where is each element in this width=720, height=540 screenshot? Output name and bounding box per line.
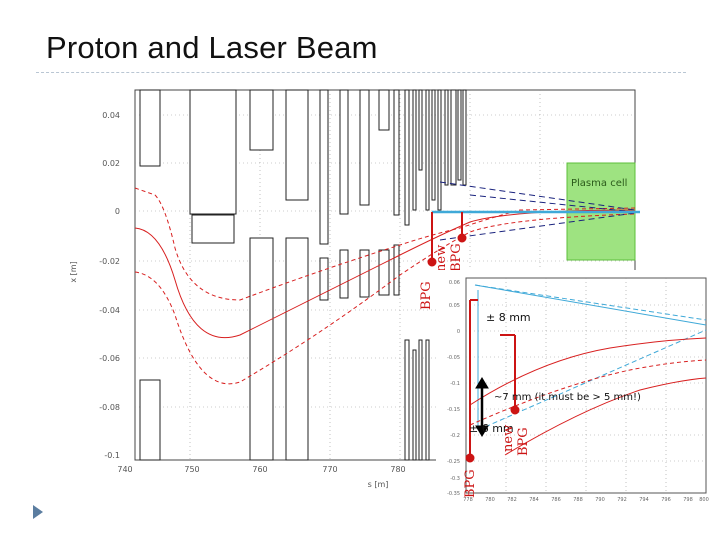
inset-xtick-10: 798 bbox=[683, 497, 693, 503]
main-plot: 0.04 0.02 0 -0.02 -0.04 -0.06 -0.08 -0.1… bbox=[69, 89, 640, 489]
inset-xtick-4: 786 bbox=[551, 497, 561, 503]
inset-xtick-5: 788 bbox=[573, 497, 583, 503]
new-bpg-label-main-2: BPG bbox=[449, 243, 464, 272]
main-ytick-1: 0.02 bbox=[102, 159, 120, 168]
inset-grid bbox=[466, 278, 706, 493]
new-bpg-label-inset-1: new bbox=[501, 425, 516, 452]
main-ytick-5: -0.06 bbox=[99, 354, 120, 363]
main-ytick-2: 0 bbox=[115, 207, 120, 216]
new-bpg-label-inset-2: BPG bbox=[516, 427, 531, 456]
inset-plot: 0.06 0.05 0 -0.05 -0.1 -0.15 -0.2 -0.25 … bbox=[436, 270, 709, 508]
inset-ytick-0: 0.06 bbox=[449, 280, 460, 286]
laser-envelopes bbox=[439, 181, 636, 241]
inset-xtick-1: 780 bbox=[485, 497, 495, 503]
inset-ytick-8: -0.3 bbox=[450, 476, 460, 482]
bpg-markers-inset bbox=[465, 299, 520, 463]
new-bpg-label-main-1: new bbox=[434, 245, 449, 272]
main-ytick-3: -0.02 bbox=[99, 257, 120, 266]
slide-title: Proton and Laser Beam bbox=[46, 30, 378, 65]
inset-xtick-8: 794 bbox=[639, 497, 649, 503]
title-divider bbox=[36, 72, 686, 73]
gap-note-label: ~7 mm (it must be > 5 mm!) bbox=[494, 392, 641, 403]
upper-apertures bbox=[139, 89, 467, 245]
inset-ytick-7: -0.25 bbox=[447, 459, 460, 465]
inset-ytick-3: -0.05 bbox=[447, 355, 460, 361]
main-ylabel: x [m] bbox=[69, 261, 78, 282]
bullet-arrow-icon bbox=[33, 505, 43, 519]
plus-minus-8-label: ± 8 mm bbox=[486, 311, 531, 324]
inset-proton-envelopes bbox=[469, 337, 707, 456]
proton-envelopes bbox=[134, 187, 636, 385]
inset-xtick-3: 784 bbox=[529, 497, 539, 503]
plus-minus-6-label: ± 6 mm bbox=[469, 422, 514, 435]
main-ytick-7: -0.1 bbox=[104, 451, 120, 460]
inset-xtick-2: 782 bbox=[507, 497, 517, 503]
inset-ytick-4: -0.1 bbox=[450, 381, 460, 387]
main-ytick-4: -0.04 bbox=[99, 306, 120, 315]
plasma-cell-label: Plasma cell bbox=[571, 178, 627, 189]
inset-ytick-6: -0.2 bbox=[450, 433, 460, 439]
inset-ytick-2: 0 bbox=[457, 329, 460, 335]
inset-ytick-1: 0.05 bbox=[449, 303, 460, 309]
inset-xtick-7: 792 bbox=[617, 497, 627, 503]
main-ytick-0: 0.04 bbox=[102, 111, 120, 120]
main-xlabel: s [m] bbox=[368, 480, 389, 489]
main-xtick-0: 740 bbox=[117, 465, 132, 474]
main-xtick-4: 780 bbox=[390, 465, 405, 474]
main-xtick-1: 750 bbox=[184, 465, 199, 474]
main-ytick-6: -0.08 bbox=[99, 403, 120, 412]
main-xtick-3: 770 bbox=[322, 465, 337, 474]
bpg-label-inset: BPG bbox=[463, 469, 478, 498]
main-xtick-2: 760 bbox=[252, 465, 267, 474]
inset-xtick-0: 778 bbox=[463, 497, 473, 503]
lower-apertures bbox=[139, 214, 430, 461]
inset-xtick-9: 796 bbox=[661, 497, 671, 503]
inset-ytick-9: -0.35 bbox=[447, 491, 460, 497]
bpg-markers-main bbox=[427, 212, 467, 267]
inset-xtick-6: 790 bbox=[595, 497, 605, 503]
gap-arrow bbox=[475, 377, 489, 437]
bpg-label-main: BPG bbox=[419, 281, 434, 310]
inset-ytick-5: -0.15 bbox=[447, 407, 460, 413]
inset-xtick-11: 800 bbox=[699, 497, 709, 503]
